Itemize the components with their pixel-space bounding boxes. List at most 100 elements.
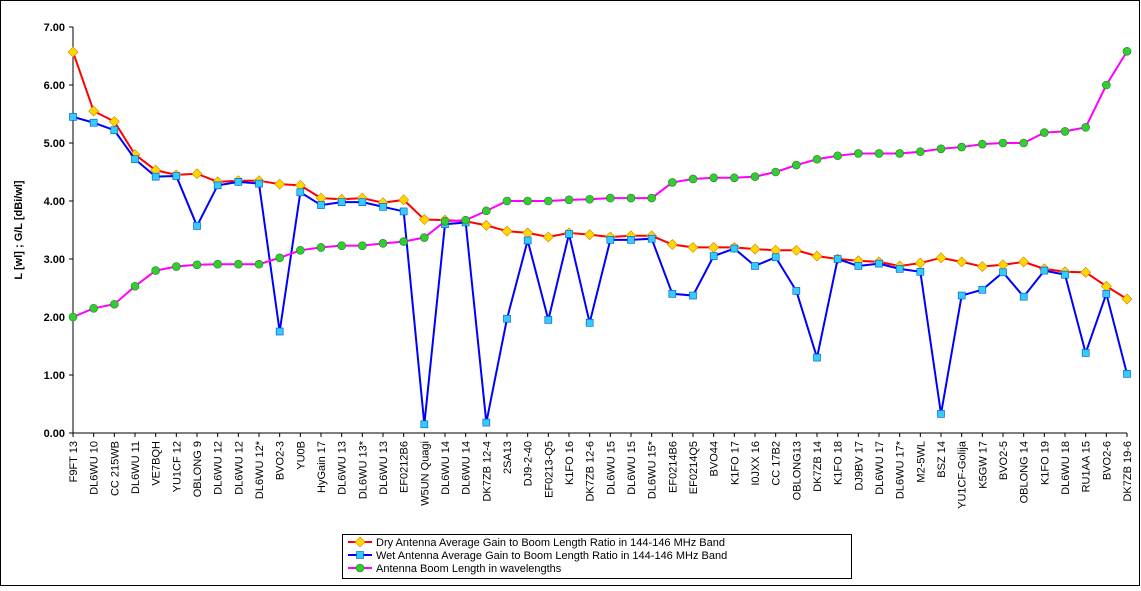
marker	[957, 142, 966, 152]
marker	[771, 167, 780, 177]
marker	[213, 259, 222, 269]
marker	[1102, 289, 1111, 298]
marker	[418, 214, 430, 225]
marker	[875, 259, 883, 268]
marker	[482, 418, 491, 427]
y-tick-label: 5.00	[44, 138, 65, 150]
legend-marker	[355, 563, 365, 573]
legend-marker	[354, 536, 366, 548]
x-tick-label: DL6WU 17	[874, 441, 886, 495]
marker	[191, 168, 203, 180]
x-tick-label: DL6WU 12	[233, 441, 245, 495]
marker	[709, 252, 718, 260]
marker	[585, 194, 594, 204]
x-tick-label: DL6WU 13	[337, 441, 349, 495]
marker	[523, 196, 532, 206]
marker	[895, 149, 904, 158]
marker	[482, 206, 491, 216]
marker	[130, 281, 140, 291]
y-tick-label: 7.00	[44, 22, 65, 34]
marker	[399, 237, 408, 246]
marker	[687, 241, 699, 253]
marker	[69, 113, 77, 121]
marker	[544, 196, 553, 206]
marker	[542, 231, 554, 243]
marker	[565, 230, 573, 238]
x-tick-label: BVO2-3	[275, 441, 287, 480]
marker	[937, 410, 945, 418]
x-tick-label: K5GW 17	[977, 441, 989, 489]
marker	[316, 243, 326, 252]
x-tick-label: OBLONG 9	[192, 441, 204, 497]
marker	[234, 259, 243, 269]
x-tick-label: RU1AA 15	[1081, 441, 1093, 492]
marker	[544, 316, 553, 324]
x-tick-label: VE7BQH	[151, 441, 163, 486]
marker	[67, 46, 79, 58]
marker	[502, 196, 512, 206]
series	[68, 47, 1132, 322]
marker	[379, 203, 387, 211]
y-axis-label: L [wl] ; G/L [dBi/wl]	[13, 180, 25, 280]
marker	[792, 160, 801, 170]
marker	[627, 236, 635, 244]
marker	[110, 126, 119, 135]
legend-label: Dry Antenna Average Gain to Boom Length …	[376, 537, 725, 549]
marker	[666, 239, 678, 250]
marker	[709, 173, 718, 183]
marker	[956, 256, 968, 268]
marker	[358, 198, 367, 206]
marker	[916, 147, 925, 156]
marker	[976, 261, 988, 272]
marker	[255, 179, 263, 188]
marker	[730, 173, 739, 183]
marker	[398, 194, 410, 206]
marker	[1060, 127, 1070, 136]
marker	[874, 149, 884, 158]
x-tick-label: K1FO 19	[1039, 441, 1051, 485]
x-tick-label: DK7ZB 12-6	[585, 441, 597, 502]
marker	[234, 178, 243, 186]
marker	[110, 299, 119, 309]
marker	[420, 420, 429, 429]
marker	[274, 178, 286, 190]
marker	[1123, 370, 1131, 378]
marker	[792, 287, 801, 295]
x-tick-label: K1FO 16	[564, 441, 576, 485]
marker	[151, 266, 160, 275]
marker	[193, 222, 201, 230]
series-line	[72, 51, 1128, 300]
y-tick-label: 6.00	[44, 80, 65, 92]
y-tick-label: 2.00	[44, 312, 65, 324]
marker	[420, 233, 429, 242]
legend-box	[342, 534, 852, 579]
y-tick-label: 0.00	[44, 428, 65, 440]
series-line	[72, 50, 1128, 318]
x-tick-label: BSZ 14	[936, 441, 948, 478]
marker	[275, 327, 284, 336]
x-tick-label: EF0214B6	[667, 441, 679, 493]
marker	[895, 265, 904, 273]
x-tick-label: CC 17B2	[771, 441, 783, 486]
marker	[626, 193, 636, 203]
marker	[978, 139, 987, 149]
legend-marker	[356, 551, 364, 559]
marker	[440, 217, 450, 226]
x-tick-label: BVO2-6	[1101, 441, 1113, 480]
marker	[606, 193, 615, 203]
marker	[854, 262, 863, 270]
marker	[689, 291, 697, 300]
x-tick-label: OBLONG13	[791, 441, 803, 500]
marker	[1018, 256, 1030, 268]
x-tick-label: DL6WU 15*	[647, 440, 659, 499]
marker	[296, 246, 305, 255]
marker	[833, 151, 842, 161]
x-tick-label: 2SA13	[502, 441, 514, 474]
marker	[1081, 349, 1090, 357]
marker	[461, 215, 470, 225]
marker	[1080, 266, 1092, 278]
marker	[585, 318, 594, 327]
marker	[480, 219, 492, 231]
x-tick-label: BVO2-5	[998, 441, 1010, 480]
marker	[296, 188, 305, 197]
